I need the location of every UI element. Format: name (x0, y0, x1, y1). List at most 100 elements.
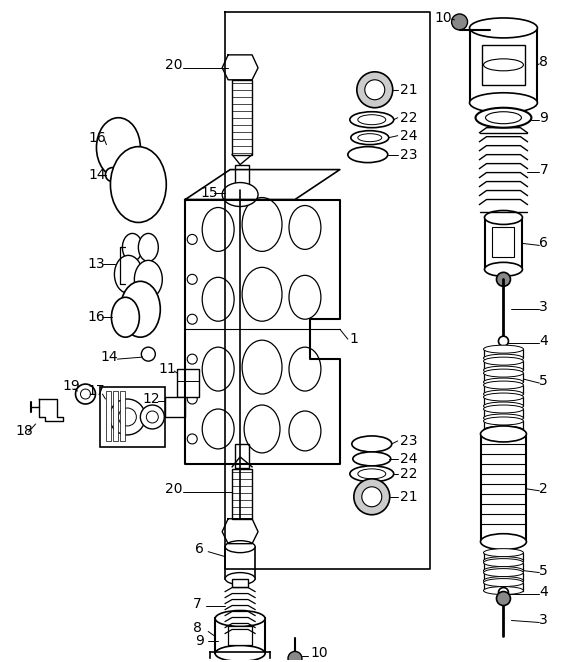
Ellipse shape (483, 414, 523, 422)
Ellipse shape (215, 634, 265, 653)
Ellipse shape (470, 18, 538, 38)
Ellipse shape (135, 260, 162, 299)
Bar (483, 573, 523, 581)
Bar (232, 579, 248, 587)
Circle shape (187, 274, 197, 284)
Circle shape (146, 411, 158, 423)
Bar (483, 385, 523, 394)
Text: 21: 21 (400, 83, 417, 97)
Ellipse shape (202, 347, 234, 391)
Ellipse shape (225, 541, 255, 553)
Text: 3: 3 (539, 614, 548, 628)
Ellipse shape (484, 211, 523, 224)
Ellipse shape (483, 378, 523, 386)
Text: 9: 9 (195, 634, 204, 649)
Ellipse shape (483, 357, 523, 365)
Ellipse shape (120, 281, 160, 337)
Ellipse shape (111, 147, 166, 222)
Bar (107, 391, 111, 441)
Circle shape (187, 314, 197, 324)
Text: 18: 18 (15, 424, 34, 438)
Bar (483, 583, 523, 591)
Ellipse shape (483, 59, 523, 71)
Ellipse shape (225, 573, 255, 585)
Circle shape (357, 71, 393, 108)
Bar (482, 45, 526, 85)
Ellipse shape (483, 417, 523, 425)
Bar (483, 421, 523, 430)
Bar (235, 165, 249, 189)
Text: 12: 12 (142, 392, 160, 406)
Bar (165, 397, 185, 417)
Text: 17: 17 (87, 384, 105, 398)
Text: 15: 15 (200, 185, 218, 199)
Text: 19: 19 (63, 379, 80, 393)
Ellipse shape (202, 409, 234, 449)
Bar (113, 391, 119, 441)
Ellipse shape (289, 411, 321, 451)
Ellipse shape (483, 402, 523, 410)
Circle shape (451, 14, 467, 30)
Ellipse shape (483, 559, 523, 567)
Text: 10: 10 (310, 646, 328, 661)
Text: 23: 23 (400, 148, 417, 162)
Bar (483, 553, 523, 561)
Ellipse shape (483, 426, 523, 434)
Ellipse shape (358, 134, 382, 142)
Bar (470, 28, 538, 103)
Bar (235, 444, 249, 468)
Circle shape (354, 479, 390, 515)
Bar (483, 409, 523, 418)
Ellipse shape (123, 234, 142, 261)
Bar (215, 618, 265, 653)
Bar (100, 387, 165, 447)
Bar (232, 80, 252, 155)
Circle shape (499, 336, 508, 346)
Ellipse shape (484, 262, 523, 276)
Circle shape (140, 405, 164, 429)
Ellipse shape (483, 405, 523, 413)
Text: 14: 14 (88, 167, 106, 181)
Bar (483, 361, 523, 370)
Bar (483, 563, 523, 571)
Ellipse shape (483, 345, 523, 353)
Text: 21: 21 (400, 490, 417, 504)
Ellipse shape (486, 112, 522, 124)
Text: 24: 24 (400, 128, 417, 143)
Ellipse shape (483, 390, 523, 398)
Ellipse shape (289, 205, 321, 250)
Bar (120, 391, 125, 441)
Circle shape (365, 80, 385, 100)
Ellipse shape (483, 549, 523, 557)
Ellipse shape (470, 93, 538, 113)
Ellipse shape (350, 112, 394, 128)
Ellipse shape (483, 579, 523, 587)
Text: 22: 22 (400, 111, 417, 124)
Circle shape (75, 384, 95, 404)
Ellipse shape (225, 638, 255, 648)
Ellipse shape (215, 610, 265, 626)
Ellipse shape (348, 147, 388, 163)
Ellipse shape (483, 381, 523, 389)
Circle shape (187, 354, 197, 364)
Circle shape (119, 408, 136, 426)
Ellipse shape (242, 197, 282, 252)
Text: 6: 6 (195, 542, 204, 555)
Text: 13: 13 (87, 258, 105, 271)
Circle shape (499, 588, 508, 598)
Text: 16: 16 (87, 310, 105, 324)
Circle shape (80, 389, 91, 399)
Text: 6: 6 (539, 236, 548, 250)
Text: 4: 4 (539, 334, 548, 348)
Ellipse shape (483, 354, 523, 362)
Ellipse shape (352, 436, 392, 452)
Ellipse shape (351, 130, 389, 145)
Ellipse shape (215, 645, 265, 661)
Text: 5: 5 (539, 563, 548, 578)
Ellipse shape (483, 393, 523, 401)
Circle shape (109, 399, 145, 435)
Ellipse shape (139, 234, 158, 261)
Circle shape (187, 394, 197, 404)
Circle shape (288, 651, 302, 662)
Ellipse shape (358, 115, 386, 124)
